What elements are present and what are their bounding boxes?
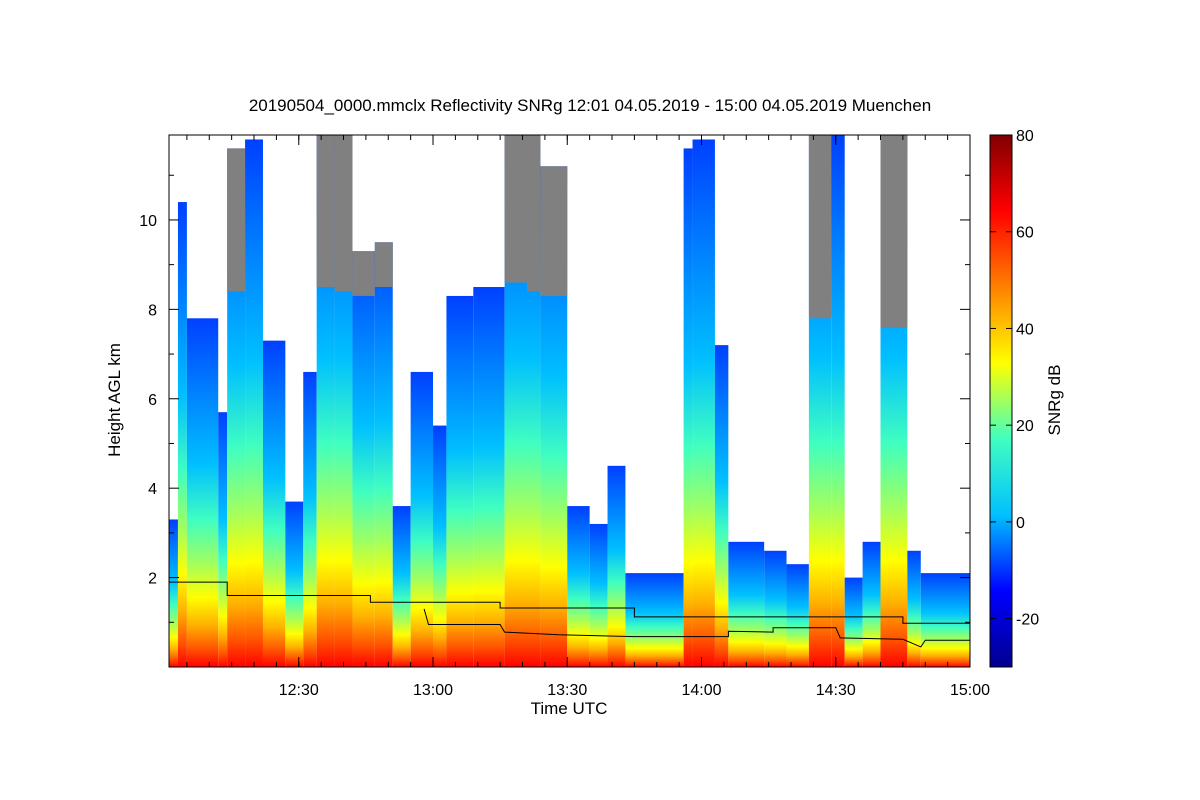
data-column (433, 425, 447, 667)
x-tick-label: 12:30 (279, 682, 319, 699)
data-column (714, 345, 729, 667)
data-column (245, 139, 263, 667)
x-tick-label: 14:30 (816, 682, 856, 699)
x-tick-label: 13:30 (547, 682, 587, 699)
data-column (786, 564, 809, 667)
data-column (844, 577, 863, 667)
data-column (262, 340, 286, 667)
data-column (392, 506, 411, 667)
y-tick-label: 6 (148, 392, 157, 409)
y-tick-label: 2 (148, 571, 157, 588)
data-column (728, 541, 765, 667)
x-tick-label: 15:00 (950, 682, 990, 699)
saturated-region (334, 135, 353, 292)
colorbar-label: SNRg dB (1045, 365, 1064, 436)
data-column (473, 287, 505, 667)
x-tick-label: 14:00 (681, 682, 721, 699)
y-tick-label: 8 (148, 302, 157, 319)
saturated-region (374, 242, 393, 287)
colorbar-tick-label: 40 (1016, 321, 1034, 338)
data-column (907, 550, 921, 667)
y-tick-label: 10 (139, 213, 157, 230)
y-axis-label: Height AGL km (105, 343, 124, 457)
data-column (625, 573, 684, 667)
data-column (683, 148, 693, 667)
data-column (285, 501, 304, 667)
data-column (446, 295, 474, 667)
boundary-lines (169, 581, 970, 648)
data-column (410, 371, 434, 667)
chart-title: 20190504_0000.mmclx Reflectivity SNRg 12… (248, 96, 932, 115)
colorbar-tick-label: -20 (1016, 612, 1039, 629)
data-column (352, 251, 375, 667)
plot-area (169, 135, 970, 667)
y-tick-label: 4 (148, 481, 157, 498)
lower-boundary-line (423, 608, 970, 648)
data-column (692, 139, 715, 667)
saturated-region (540, 166, 568, 296)
data-column (374, 242, 393, 667)
colorbar-tick-label: 60 (1016, 225, 1034, 242)
saturated-region (504, 135, 527, 283)
colorbar (989, 134, 1013, 668)
saturated-region (880, 135, 908, 328)
data-column (567, 506, 590, 667)
upper-boundary-line (169, 581, 970, 624)
data-column (218, 412, 228, 667)
saturated-region (316, 135, 335, 287)
data-column (589, 523, 608, 667)
data-column (169, 519, 178, 667)
data-column (764, 550, 787, 667)
plot-frame (168, 134, 971, 668)
data-column (177, 202, 187, 667)
saturated-region (808, 135, 832, 319)
colorbar-tick-label: 0 (1016, 515, 1025, 532)
colorbar-tick-label: 20 (1016, 418, 1034, 435)
x-axis-label: Time UTC (531, 699, 608, 718)
saturated-region (352, 251, 375, 296)
saturated-region (526, 135, 541, 292)
colorbar-axis: -20 0 20 40 60 80 (990, 128, 1039, 629)
data-column (920, 573, 970, 667)
saturated-region (227, 148, 246, 292)
x-tick-label: 13:00 (413, 682, 453, 699)
data-column (831, 135, 845, 667)
data-column (303, 371, 317, 667)
data-column (862, 541, 881, 667)
data-column (607, 465, 626, 667)
colorbar-tick-label: 80 (1016, 128, 1034, 145)
axes: 12:30 13:00 13:30 14:00 14:30 15:00 2 4 6 8 10 (139, 135, 990, 699)
data-column (186, 318, 219, 667)
